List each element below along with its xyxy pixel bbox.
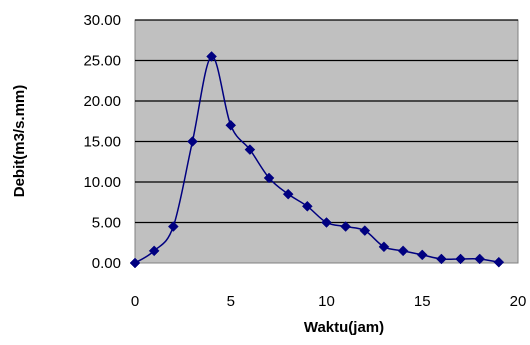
y-axis-title: Debit(m3/s.mm)	[11, 85, 28, 198]
data-point-marker	[455, 253, 466, 265]
x-tick-label: 0	[131, 293, 139, 310]
data-point-marker	[167, 221, 179, 232]
data-point-marker	[340, 221, 352, 232]
data-point-marker	[282, 188, 294, 200]
data-point-marker	[225, 119, 237, 131]
x-tick-labels: 0 5 10 15 20	[131, 293, 527, 310]
data-point-marker	[129, 257, 141, 269]
data-point-marker	[148, 245, 160, 257]
data-point-marker	[378, 241, 390, 253]
y-tick-label: 30.00	[83, 12, 121, 29]
data-point-marker	[493, 256, 505, 268]
y-tick-label: 15.00	[83, 134, 121, 151]
y-tick-label: 0.00	[92, 255, 121, 272]
data-point-marker	[187, 136, 198, 147]
data-point-marker	[263, 172, 275, 184]
series-layer	[129, 51, 505, 269]
y-tick-label: 20.00	[83, 93, 121, 110]
y-tick-label: 10.00	[83, 174, 121, 191]
x-tick-label: 5	[227, 293, 235, 310]
data-point-marker	[436, 253, 447, 265]
x-tick-label: 10	[318, 293, 335, 310]
data-point-marker	[321, 217, 332, 228]
data-point-marker	[244, 144, 256, 155]
y-tick-label: 25.00	[83, 53, 121, 70]
x-axis-title: Waktu(jam)	[304, 319, 384, 336]
data-point-marker	[474, 253, 486, 265]
y-tick-labels: 0.00 5.00 10.00 15.00 20.00 25.00 30.00	[83, 12, 121, 272]
gridlines	[135, 19, 518, 224]
data-point-marker	[301, 200, 313, 212]
data-point-marker	[359, 225, 371, 236]
x-tick-label: 20	[510, 293, 527, 310]
data-point-marker	[397, 245, 409, 257]
x-tick-label: 15	[414, 293, 431, 310]
data-point-marker	[206, 51, 217, 62]
y-tick-label: 5.00	[92, 215, 121, 232]
data-point-marker	[416, 249, 428, 261]
